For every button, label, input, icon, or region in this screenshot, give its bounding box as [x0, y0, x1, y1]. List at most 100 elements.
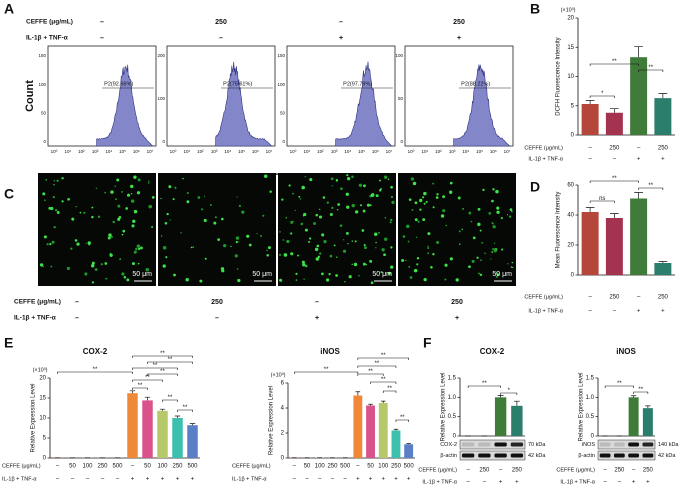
cell	[344, 281, 346, 283]
cell	[369, 204, 372, 207]
y-axis-label: Relative Expression Level	[579, 372, 585, 441]
cell	[160, 197, 162, 200]
cell	[470, 220, 473, 223]
y-tick-label: 0	[282, 139, 285, 144]
cell	[161, 235, 163, 237]
cell	[444, 278, 447, 281]
cell	[492, 188, 495, 191]
cell	[432, 206, 435, 209]
cell	[390, 246, 393, 249]
blot-name: COX-2	[440, 442, 457, 448]
row-value: 250	[453, 19, 465, 26]
cell	[201, 208, 204, 211]
row-value: –	[356, 464, 360, 470]
cell	[118, 215, 122, 219]
cell	[495, 189, 499, 194]
row-value: 250	[609, 295, 620, 301]
cell	[290, 220, 294, 224]
x-tick-label: 10⁵	[476, 149, 483, 154]
cell	[384, 216, 387, 219]
blot-band	[478, 453, 491, 458]
cell	[279, 231, 281, 233]
bar	[605, 112, 623, 135]
cell	[125, 207, 129, 210]
cell	[501, 248, 504, 251]
cell	[457, 196, 461, 200]
cell	[174, 186, 177, 189]
bar	[581, 212, 599, 275]
cell	[115, 198, 117, 201]
cell	[91, 215, 94, 219]
blot-frame	[597, 439, 656, 450]
bar	[605, 218, 623, 275]
cell	[210, 204, 212, 206]
cell	[317, 255, 321, 259]
x-tick-label: 10¹	[183, 149, 190, 154]
y-tick-label: 20	[567, 16, 574, 22]
row-value: 50	[69, 464, 76, 470]
blot-band	[478, 442, 491, 447]
y-tick-label: 20	[567, 243, 574, 249]
cell	[267, 246, 271, 250]
cell	[283, 253, 288, 257]
row-value: 500	[187, 464, 198, 470]
cell	[435, 196, 439, 199]
significance-bracket	[395, 419, 409, 422]
cell	[444, 263, 448, 267]
cell	[256, 233, 258, 235]
significance-bracket	[57, 371, 133, 374]
cell	[53, 225, 56, 229]
cell	[449, 181, 453, 185]
cell	[496, 273, 500, 276]
row-label: CEFFE (μg/mL)	[524, 294, 563, 300]
cell	[303, 278, 305, 280]
row-value: 100	[378, 464, 389, 470]
cell	[440, 214, 445, 218]
cell	[126, 193, 131, 197]
cell	[508, 215, 512, 218]
cell	[130, 192, 133, 195]
significance-label: **	[617, 381, 622, 387]
row-label: CEFFE (μg/mL)	[418, 467, 457, 473]
cell	[363, 243, 366, 247]
panel-label: B	[530, 1, 540, 17]
y-tick-label: 0	[591, 434, 595, 440]
error-bar	[658, 93, 668, 99]
cell	[427, 245, 429, 248]
cell	[83, 211, 86, 214]
cell	[203, 195, 206, 197]
y-tick-label: 50	[41, 111, 47, 116]
cell	[391, 196, 393, 198]
row-value: +	[632, 480, 636, 486]
cell	[342, 249, 347, 253]
cell	[449, 257, 453, 261]
cell	[297, 254, 299, 257]
cell	[290, 252, 294, 256]
y-multiplier: (×10³)	[33, 367, 48, 373]
plot-frame	[404, 45, 514, 147]
y-axis-label: Relative Expression Level	[441, 372, 447, 441]
cell	[132, 219, 136, 223]
blot-name: β-actin	[440, 453, 457, 459]
row-value: 250	[512, 468, 523, 474]
cell	[151, 196, 155, 199]
significance-label: **	[324, 367, 329, 373]
error-bar	[174, 415, 181, 418]
significance-bracket	[500, 392, 518, 395]
cell	[351, 240, 353, 242]
cell	[285, 217, 288, 219]
error-bar	[631, 395, 637, 398]
y-tick-label: 10	[567, 74, 574, 80]
blot-band	[628, 442, 640, 447]
cell	[121, 191, 123, 193]
x-tick-label: 10⁰	[51, 149, 58, 154]
row-label: CEFFE (μg/mL)	[26, 19, 73, 26]
cell	[481, 241, 484, 244]
row-value: 100	[82, 464, 93, 470]
cell	[496, 210, 500, 214]
bar	[172, 418, 183, 458]
row-label: IL-1β + TNF-α	[422, 479, 457, 485]
cell	[331, 206, 334, 210]
row-value: –	[75, 315, 79, 322]
y-tick-label: 100	[38, 82, 46, 87]
